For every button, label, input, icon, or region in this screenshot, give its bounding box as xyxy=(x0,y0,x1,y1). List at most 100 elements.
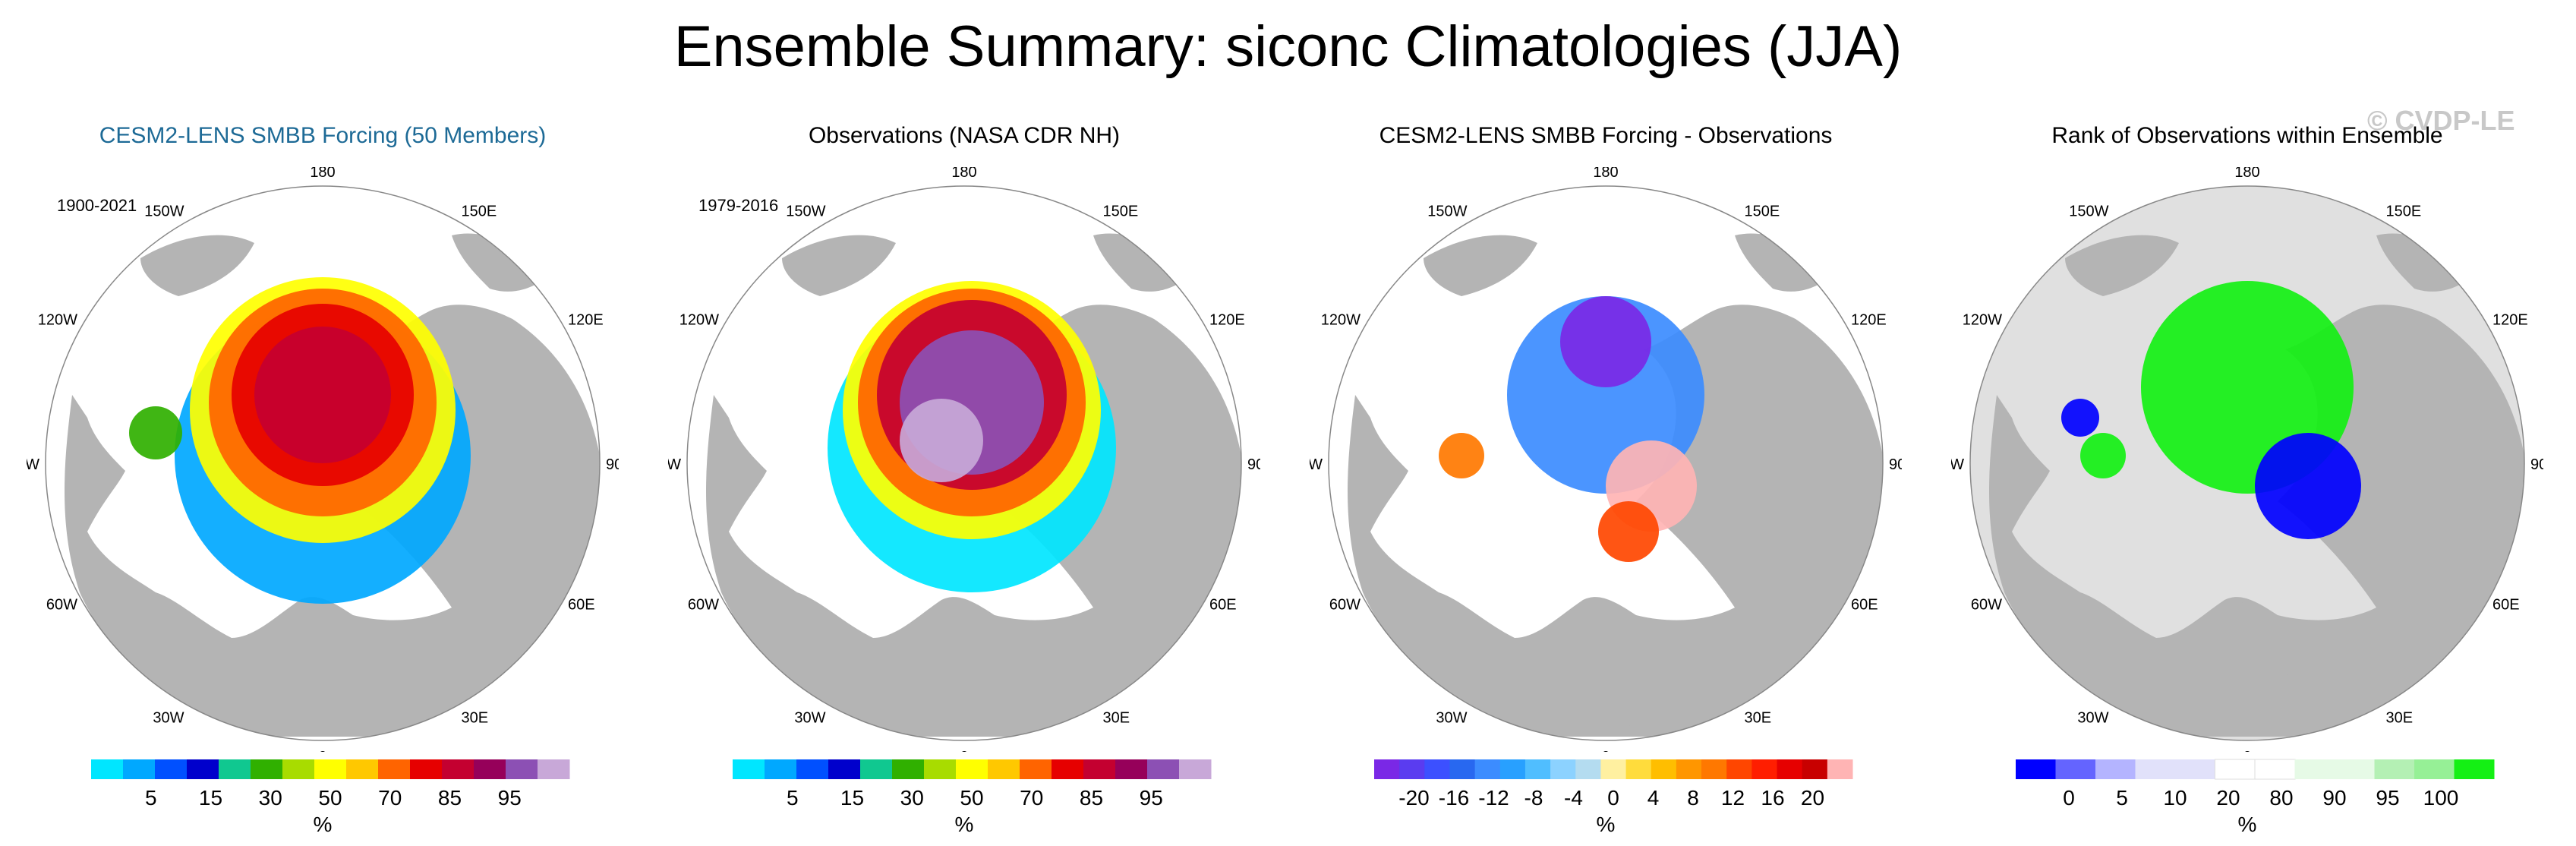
colorbar-swatch xyxy=(91,759,124,779)
colorbar-swatch xyxy=(1115,759,1148,779)
colorbar-swatch xyxy=(733,759,765,779)
panel-ensemble: CESM2-LENS SMBB Forcing (50 Members) 190… xyxy=(27,114,619,843)
colorbar-swatch xyxy=(956,759,988,779)
panel-title: CESM2-LENS SMBB Forcing (50 Members) xyxy=(99,123,547,148)
longitude-label-left_upper: 120W xyxy=(1963,312,2002,329)
colorbar-tick-label: -12 xyxy=(1478,786,1509,810)
sea-ice-field xyxy=(2255,433,2361,539)
longitude-label-left_lower: 60W xyxy=(688,597,719,614)
sea-ice-field xyxy=(1560,296,1651,387)
longitude-label-right_upper: 120E xyxy=(2492,312,2528,329)
colorbar-swatch xyxy=(251,759,283,779)
colorbar-swatch xyxy=(1651,759,1677,779)
longitude-label-left_upper: 120W xyxy=(1321,312,1361,329)
land xyxy=(934,600,1010,734)
colorbar-swatch xyxy=(155,759,188,779)
colorbar: 0 5 10 20 80 90 95 100% xyxy=(2016,759,2495,836)
colorbar-unit: % xyxy=(955,813,974,836)
colorbar-swatch xyxy=(2055,759,2096,779)
colorbar-swatch xyxy=(2175,759,2215,779)
land xyxy=(2065,235,2179,296)
longitude-label-bottom: 0 xyxy=(1601,749,1610,752)
longitude-label-right_lower: 60E xyxy=(568,597,595,614)
longitude-label-bottom_right: 30E xyxy=(1103,710,1130,727)
colorbar-tick-label: 100 xyxy=(2423,786,2459,810)
longitude-label-right_mid: 90E xyxy=(1889,456,1902,473)
polar-map: 180 0 90W 90E 120W 120E 60W 60E 150W 150E 30W 30E xyxy=(668,167,1260,752)
colorbar-swatch xyxy=(2335,759,2375,779)
colorbar-swatch xyxy=(1827,759,1853,779)
colorbar-tick-label: 50 xyxy=(318,786,342,810)
colorbar: 5 15 30 50 70 85 95% xyxy=(733,759,1212,836)
colorbar-swatch xyxy=(2414,759,2455,779)
longitude-label-top_right: 150E xyxy=(462,203,497,219)
main-title: Ensemble Summary: siconc Climatologies (… xyxy=(673,14,1903,79)
colorbar-swatch xyxy=(442,759,475,779)
colorbar-tick-label: 30 xyxy=(259,786,282,810)
colorbar-tick-label: 10 xyxy=(2163,786,2187,810)
colorbar-unit: % xyxy=(2238,813,2257,836)
map-boundary xyxy=(1969,185,2525,741)
sea-ice-field xyxy=(900,399,983,482)
colorbar-tick-label: 95 xyxy=(2376,786,2399,810)
colorbar-swatch xyxy=(1499,759,1526,779)
colorbar-swatch xyxy=(1550,759,1576,779)
longitude-label-bottom_right: 30E xyxy=(462,710,489,727)
colorbar-swatch xyxy=(1374,759,1400,779)
colorbar-swatch xyxy=(1701,759,1727,779)
colorbar-tick-label: 70 xyxy=(1020,786,1043,810)
colorbar-swatch xyxy=(1474,759,1501,779)
land xyxy=(292,600,368,734)
colorbar-swatch xyxy=(410,759,443,779)
colorbar-swatch xyxy=(988,759,1020,779)
longitude-label-top_right: 150E xyxy=(1745,203,1780,219)
land xyxy=(2376,233,2475,292)
panel-title: Rank of Observations within Ensemble xyxy=(2051,123,2443,148)
land xyxy=(1735,233,1833,292)
longitude-label-left_mid: 90W xyxy=(1310,456,1323,473)
longitude-label-right_lower: 60E xyxy=(1851,597,1878,614)
colorbar-swatch xyxy=(765,759,797,779)
longitude-label-top_left: 150W xyxy=(2069,203,2108,219)
colorbar-tick-label: 85 xyxy=(1080,786,1103,810)
colorbar-unit: % xyxy=(1597,813,1616,836)
colorbar-tick-label: 4 xyxy=(1647,786,1660,810)
land xyxy=(1348,305,1883,737)
colorbar-tick-label: 95 xyxy=(498,786,522,810)
longitude-label-right_upper: 120E xyxy=(1851,312,1887,329)
colorbar-tick-label: -20 xyxy=(1398,786,1429,810)
longitude-label-bottom_left: 30W xyxy=(153,710,184,727)
land xyxy=(452,233,550,292)
colorbar-swatch xyxy=(1020,759,1052,779)
colorbar-swatch xyxy=(1575,759,1601,779)
colorbar-tick-label: 70 xyxy=(378,786,402,810)
colorbar-tick-label: 30 xyxy=(900,786,924,810)
longitude-label-right_mid: 90E xyxy=(1247,456,1260,473)
longitude-label-bottom: 0 xyxy=(318,749,326,752)
colorbar-swatch xyxy=(1052,759,1084,779)
colorbar-swatch xyxy=(1399,759,1425,779)
land xyxy=(1989,305,2524,737)
colorbar-tick-label: 20 xyxy=(1801,786,1824,810)
longitude-label-right_mid: 90E xyxy=(2530,456,2543,473)
land xyxy=(140,235,254,296)
land xyxy=(1575,600,1651,734)
colorbar-swatch xyxy=(2215,759,2256,780)
map-boundary xyxy=(1328,185,1884,741)
colorbar-swatch xyxy=(1600,759,1627,779)
colorbar-swatch xyxy=(346,759,379,779)
land xyxy=(1424,235,1537,296)
panel-title: Observations (NASA CDR NH) xyxy=(808,123,1121,148)
longitude-label-right_upper: 120E xyxy=(568,312,604,329)
colorbar-tick-label: 20 xyxy=(2216,786,2240,810)
longitude-label-top_left: 150W xyxy=(1427,203,1467,219)
longitude-label-top_right: 150E xyxy=(2386,203,2422,219)
colorbar-tick-label: 0 xyxy=(2063,786,2075,810)
longitude-label-right_lower: 60E xyxy=(1209,597,1237,614)
colorbar-tick-label: 12 xyxy=(1721,786,1745,810)
colorbar-swatch xyxy=(314,759,347,779)
longitude-label-bottom_left: 30W xyxy=(794,710,825,727)
colorbar-swatch xyxy=(2454,759,2495,779)
longitude-label-left_lower: 60W xyxy=(46,597,77,614)
longitude-label-bottom_left: 30W xyxy=(1436,710,1467,727)
